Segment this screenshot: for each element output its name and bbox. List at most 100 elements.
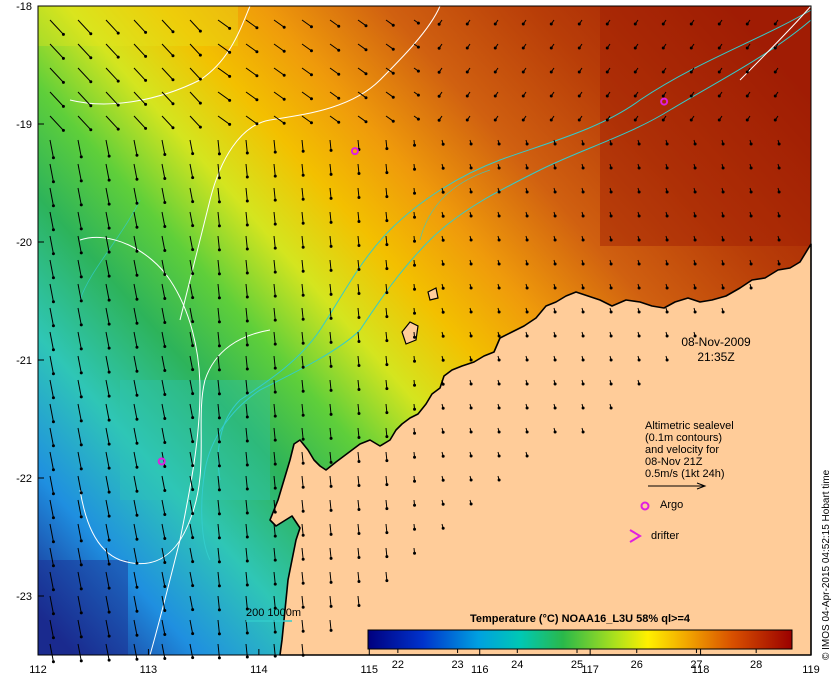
velocity-arrow: [189, 403, 194, 418]
velocity-arrow-head: [273, 414, 277, 418]
velocity-arrow-head: [198, 53, 202, 57]
velocity-arrow-head: [581, 382, 585, 386]
velocity-arrow: [161, 91, 174, 105]
velocity-arrow-head: [693, 310, 697, 314]
velocity-arrow-head: [163, 320, 167, 324]
velocity-arrow-head: [357, 340, 361, 344]
colorbar-tick-label: 27: [690, 659, 702, 671]
velocity-arrow-head: [301, 533, 305, 537]
velocity-arrow-head: [89, 32, 93, 36]
argo-float-marker: [660, 97, 669, 106]
velocity-arrow-head: [385, 363, 389, 367]
velocity-arrow: [105, 307, 110, 325]
velocity-arrow: [301, 331, 304, 344]
velocity-arrow-head: [329, 268, 333, 272]
velocity-arrow-head: [637, 310, 641, 314]
velocity-arrow-head: [191, 296, 195, 300]
velocity-arrow: [189, 355, 194, 370]
velocity-arrow: [273, 523, 276, 537]
velocity-arrow: [105, 331, 110, 349]
velocity-arrow: [301, 379, 304, 392]
velocity-arrow-head: [773, 94, 777, 98]
velocity-arrow-head: [665, 262, 669, 266]
velocity-arrow-head: [309, 25, 313, 29]
velocity-arrow: [161, 283, 166, 299]
velocity-arrow-head: [107, 322, 111, 326]
velocity-arrow-head: [497, 166, 501, 170]
legend-line-5: 0.5m/s (1kt 24h): [645, 468, 724, 480]
velocity-arrow-head: [441, 478, 445, 482]
velocity-arrow-head: [51, 252, 55, 256]
velocity-arrow-head: [661, 94, 665, 98]
velocity-arrow-head: [163, 392, 167, 396]
velocity-arrow: [133, 235, 138, 252]
velocity-arrow: [133, 43, 146, 57]
velocity-arrow-head: [255, 122, 259, 126]
velocity-arrow-head: [245, 367, 249, 371]
velocity-arrow-head: [107, 154, 111, 158]
sst-warm-band: [38, 6, 238, 46]
velocity-arrow-head: [273, 390, 277, 394]
velocity-arrow: [217, 259, 220, 274]
velocity-arrow-head: [337, 96, 341, 100]
velocity-arrow-head: [273, 150, 277, 154]
velocity-arrow: [105, 43, 119, 58]
velocity-arrow-head: [51, 636, 55, 640]
velocity-arrow: [49, 451, 54, 470]
velocity-arrow-head: [773, 70, 777, 74]
velocity-arrow-head: [609, 262, 613, 266]
velocity-arrow-head: [217, 536, 221, 540]
velocity-arrow: [329, 187, 332, 199]
velocity-arrow-head: [79, 347, 83, 351]
velocity-arrow-head: [469, 502, 473, 506]
velocity-arrow-head: [51, 516, 55, 520]
velocity-arrow: [217, 43, 230, 53]
velocity-arrow-head: [144, 78, 148, 82]
isobath-1000m: [201, 19, 812, 561]
velocity-arrow: [217, 187, 220, 202]
velocity-arrow-head: [329, 244, 333, 248]
velocity-arrow: [301, 67, 312, 76]
velocity-arrow-head: [633, 46, 637, 50]
velocity-arrow-head: [329, 316, 333, 320]
credit-label: © IMOS 04-Apr-2015 04:52:15 Hobart time: [821, 469, 832, 660]
velocity-arrow: [329, 403, 332, 415]
velocity-arrow-head: [255, 98, 259, 102]
velocity-arrow: [273, 451, 276, 465]
velocity-arrow: [189, 619, 194, 634]
velocity-arrow-head: [385, 171, 389, 175]
velocity-arrow-head: [51, 612, 55, 616]
velocity-arrow-head: [135, 369, 139, 373]
velocity-arrow: [245, 619, 248, 634]
velocity-arrow-head: [391, 71, 395, 75]
velocity-arrow-head: [191, 368, 195, 372]
velocity-arrow: [217, 379, 220, 394]
velocity-arrow-head: [191, 272, 195, 276]
velocity-arrow: [133, 19, 146, 33]
velocity-arrow: [245, 475, 248, 490]
velocity-arrow-head: [665, 214, 669, 218]
velocity-arrow-head: [581, 286, 585, 290]
velocity-arrow: [301, 475, 304, 488]
colorbar-tick-label: 28: [750, 659, 762, 671]
velocity-arrow-head: [171, 126, 175, 130]
velocity-arrow-head: [79, 179, 83, 183]
velocity-arrow-head: [282, 73, 286, 77]
velocity-arrow-head: [605, 70, 609, 74]
colorbar-gradient: [367, 629, 793, 650]
velocity-arrow-head: [469, 406, 473, 410]
sst-cold-patch: [38, 560, 128, 655]
velocity-arrow-head: [497, 142, 501, 146]
velocity-arrow: [273, 283, 276, 297]
velocity-arrow-head: [549, 118, 553, 122]
velocity-arrow-head: [609, 358, 613, 362]
velocity-arrow-head: [437, 46, 441, 50]
velocity-arrow: [189, 91, 201, 104]
velocity-arrow-head: [721, 238, 725, 242]
velocity-arrow-head: [217, 584, 221, 588]
velocity-arrow-head: [549, 70, 553, 74]
time-label: 21:35Z: [697, 350, 734, 364]
velocity-arrow-head: [273, 582, 277, 586]
velocity-arrow-head: [665, 166, 669, 170]
velocity-arrow-head: [609, 142, 613, 146]
